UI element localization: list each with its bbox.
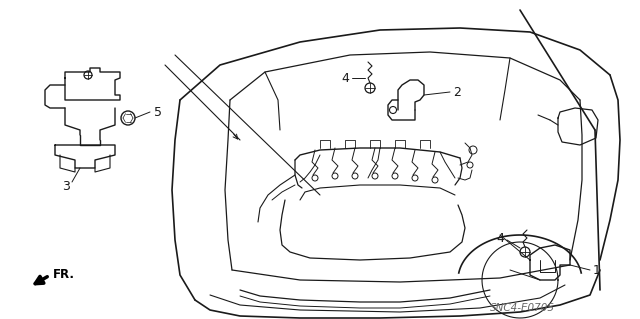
Text: FR.: FR. — [53, 268, 75, 280]
Text: 4: 4 — [341, 71, 349, 85]
Text: 3: 3 — [62, 180, 70, 192]
Text: SNC4-E0705: SNC4-E0705 — [490, 303, 555, 313]
Text: 4: 4 — [496, 232, 504, 244]
Text: 5: 5 — [154, 106, 162, 118]
Text: 1: 1 — [593, 263, 601, 277]
Text: 2: 2 — [453, 85, 461, 99]
